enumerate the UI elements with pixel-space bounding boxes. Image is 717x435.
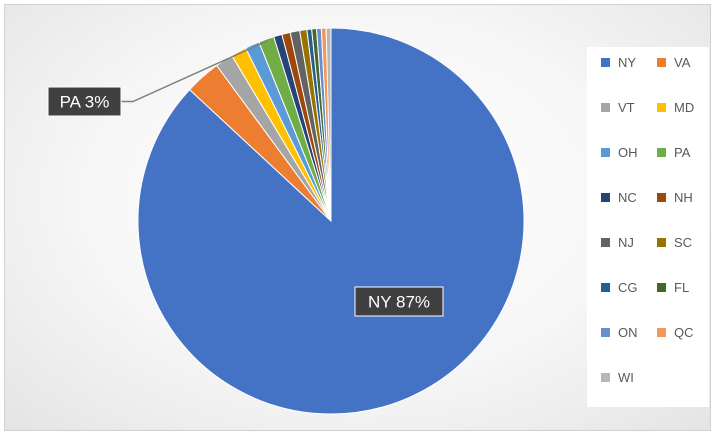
legend-swatch xyxy=(657,282,666,292)
pie-data-labels: NY 87% PA 3% xyxy=(47,40,444,317)
data-label-ny: NY 87% xyxy=(354,286,444,317)
legend-swatch xyxy=(601,327,610,337)
data-label-box xyxy=(47,86,122,117)
legend-item-qc: QC xyxy=(657,321,694,343)
legend-item-fl: FL xyxy=(657,276,689,298)
legend-swatch xyxy=(657,147,666,157)
legend-item-md: MD xyxy=(657,96,694,118)
legend-item-nj: NJ xyxy=(601,231,634,253)
legend-label: PA xyxy=(674,144,691,160)
legend-item-vt: VT xyxy=(601,96,635,118)
legend-label: NC xyxy=(618,189,637,205)
legend-swatch xyxy=(657,57,666,67)
legend-item-sc: SC xyxy=(657,231,692,253)
legend-label: SC xyxy=(674,234,693,250)
legend-swatch xyxy=(601,147,610,157)
legend-label: NJ xyxy=(618,234,634,250)
legend-item-va: VA xyxy=(657,51,690,73)
legend-label: CG xyxy=(618,279,638,295)
legend-label: VT xyxy=(618,99,635,115)
legend-item-on: ON xyxy=(601,321,638,343)
legend-item-pa: PA xyxy=(657,141,690,163)
legend: NY VA VT MD OH PA NC NH NJ SC CG FL ON QC WI xyxy=(587,47,709,407)
legend-swatch xyxy=(601,192,610,202)
data-label-text: NY 87% xyxy=(368,293,430,312)
legend-label: OH xyxy=(618,144,638,160)
pie-chart: NY 87% PA 3% xyxy=(47,27,525,415)
data-label-box xyxy=(354,286,444,317)
pie-slices xyxy=(137,27,525,415)
data-label-pa: PA 3% xyxy=(47,40,268,117)
legend-swatch xyxy=(601,282,610,292)
legend-item-wi: WI xyxy=(601,366,634,388)
pie-slice-wi xyxy=(325,27,332,222)
legend-label: ON xyxy=(618,324,638,340)
legend-item-ny: NY xyxy=(601,51,636,73)
legend-item-cg: CG xyxy=(601,276,638,298)
data-label-text: PA 3% xyxy=(60,93,110,112)
legend-swatch xyxy=(657,192,666,202)
legend-item-nh: NH xyxy=(657,186,693,208)
chart-area: NY 87% PA 3% NY VA VT MD OH PA NC NH NJ SC CG FL ON QC… xyxy=(4,4,711,431)
legend-label: MD xyxy=(674,99,695,115)
legend-swatch xyxy=(657,102,666,112)
legend-label: NH xyxy=(674,189,693,205)
legend-swatch xyxy=(657,237,666,247)
legend-item-nc: NC xyxy=(601,186,637,208)
legend-label: NY xyxy=(618,54,637,70)
legend-label: VA xyxy=(674,54,691,70)
legend-item-oh: OH xyxy=(601,141,638,163)
legend-swatch xyxy=(601,102,610,112)
legend-swatch xyxy=(657,327,666,337)
legend-swatch xyxy=(601,57,610,67)
legend-swatch xyxy=(601,237,610,247)
legend-label: QC xyxy=(674,324,694,340)
legend-label: WI xyxy=(618,369,634,385)
leader-line xyxy=(121,40,268,103)
legend-swatch xyxy=(601,372,610,382)
legend-label: FL xyxy=(674,279,690,295)
